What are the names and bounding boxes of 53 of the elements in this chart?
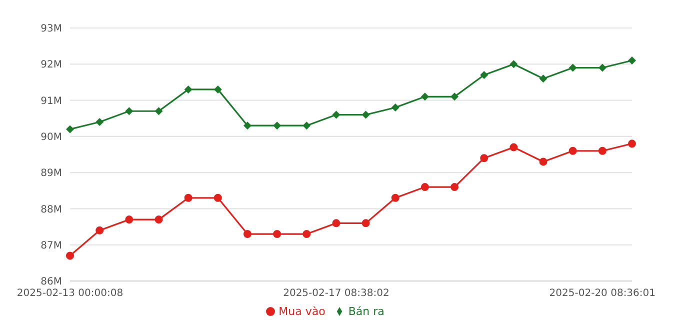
point — [568, 64, 577, 72]
point — [391, 104, 400, 112]
y-tick-label: 90M — [40, 132, 62, 143]
point — [628, 56, 636, 65]
point — [450, 183, 459, 192]
point — [214, 194, 222, 202]
point — [66, 125, 74, 134]
y-tick-label: 86M — [40, 276, 62, 288]
point — [568, 146, 577, 155]
point — [125, 107, 134, 116]
point — [96, 226, 104, 234]
point — [243, 122, 252, 130]
point — [598, 64, 606, 72]
y-tick-label: 88M — [40, 204, 62, 216]
point — [184, 194, 192, 202]
x-tick-label: 2025-02-13 00:00:08 — [16, 288, 124, 300]
point — [66, 252, 74, 260]
x-tick-label: 2025-02-17 08:38:02 — [283, 288, 390, 300]
point — [510, 143, 518, 152]
point — [96, 118, 104, 126]
point — [302, 230, 311, 238]
point — [480, 154, 488, 162]
point — [628, 140, 636, 148]
point — [391, 194, 400, 202]
point — [480, 70, 488, 79]
point — [362, 219, 370, 228]
point — [420, 183, 429, 192]
point — [184, 85, 192, 94]
legend-label: Mua vào — [278, 305, 326, 318]
point — [154, 107, 163, 116]
point — [273, 122, 282, 130]
point — [154, 216, 163, 224]
point — [214, 85, 222, 94]
point — [273, 230, 282, 238]
point — [243, 230, 252, 238]
x-tick-label: 2025-02-20 08:36:01 — [549, 288, 656, 300]
y-tick-label: 89M — [40, 168, 62, 180]
point — [362, 110, 370, 119]
point — [302, 122, 311, 130]
point — [539, 158, 548, 166]
point — [332, 219, 340, 228]
point — [125, 216, 134, 224]
point — [539, 74, 548, 83]
point — [332, 110, 340, 119]
y-tick-label: 87M — [40, 240, 62, 252]
legend-label: Bán ra — [348, 305, 384, 318]
point — [450, 92, 459, 101]
point — [510, 60, 518, 68]
y-tick-label: 92M — [40, 60, 62, 71]
y-tick-label: 93M — [40, 24, 62, 35]
point — [598, 146, 606, 155]
y-tick-label: 91M — [40, 96, 62, 107]
point — [420, 92, 429, 101]
